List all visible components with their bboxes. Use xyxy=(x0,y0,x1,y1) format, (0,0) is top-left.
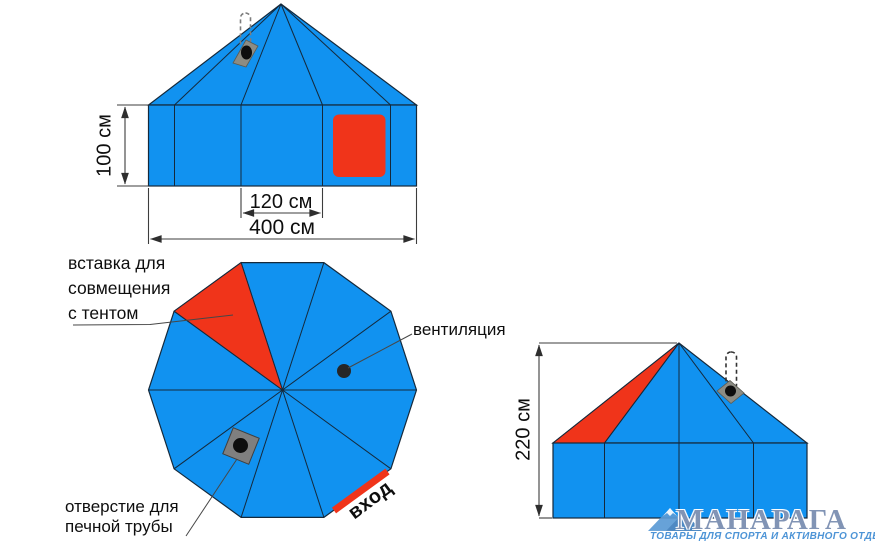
brand-tagline: ТОВАРЫ ДЛЯ СПОРТА И АКТИВНОГО ОТДЫХА xyxy=(650,531,875,542)
mountain-icon xyxy=(648,508,702,531)
side-view xyxy=(535,342,809,519)
stove-hole-callout: отверстие для печной трубы xyxy=(65,497,179,536)
insert-leader xyxy=(72,314,234,326)
top-view xyxy=(72,261,418,537)
stove-pipe-hole-icon xyxy=(241,45,252,60)
front-view xyxy=(117,3,419,244)
brand-wordmark: МАНАРАГА xyxy=(676,504,847,536)
leader-lines xyxy=(72,314,413,537)
front-height-dim-label: 100 см xyxy=(93,114,116,177)
top-stove-hole-icon xyxy=(233,438,248,453)
chimney-pipe-icon xyxy=(239,12,252,50)
front-door-width-dim-label: 120 см xyxy=(249,191,313,213)
side-dimensions xyxy=(535,342,677,519)
front-window-flap xyxy=(333,114,386,177)
side-stove-pipe-hole-icon xyxy=(725,385,736,397)
tarp-insert-sector xyxy=(173,261,284,392)
vent-hole-icon xyxy=(337,364,351,378)
tarp-insert-callout: вставка для совмещения с тентом xyxy=(68,253,171,323)
front-chimney xyxy=(232,12,259,68)
front-wall-seams xyxy=(174,105,391,186)
vent-leader xyxy=(347,333,413,369)
side-height-dim-label: 220 см xyxy=(512,398,535,461)
vent-callout: вентиляция xyxy=(413,320,506,339)
front-roof xyxy=(146,3,419,106)
stove-leader xyxy=(185,458,238,537)
front-dimensions xyxy=(117,104,418,244)
side-wall-seams xyxy=(604,343,754,518)
entrance-edge xyxy=(331,468,390,514)
front-total-width-dim-label: 400 см xyxy=(249,216,315,239)
side-roof-seams xyxy=(604,342,754,444)
front-roof-seams xyxy=(174,3,391,106)
side-wall xyxy=(552,442,808,519)
side-chimney xyxy=(716,351,745,405)
